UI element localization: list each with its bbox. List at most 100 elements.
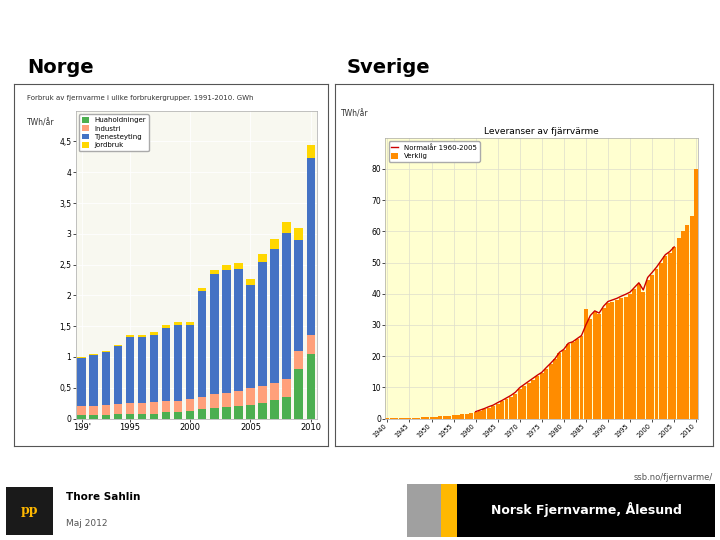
Bar bbox=[234, 406, 243, 418]
Text: pp: pp bbox=[21, 504, 38, 517]
Bar bbox=[672, 247, 676, 418]
Bar bbox=[465, 414, 469, 418]
Bar bbox=[114, 345, 122, 347]
FancyBboxPatch shape bbox=[6, 487, 53, 535]
Bar bbox=[513, 394, 517, 418]
Bar bbox=[611, 301, 614, 418]
Bar bbox=[210, 408, 218, 418]
Bar bbox=[505, 399, 508, 418]
Bar bbox=[522, 386, 526, 418]
Bar bbox=[174, 413, 182, 418]
Bar bbox=[271, 248, 279, 383]
Bar bbox=[593, 313, 597, 418]
Bar bbox=[294, 369, 303, 418]
Bar bbox=[646, 280, 649, 418]
Bar bbox=[271, 400, 279, 418]
Bar bbox=[403, 418, 407, 419]
Bar bbox=[408, 418, 411, 419]
Bar bbox=[282, 397, 291, 418]
Text: Norge: Norge bbox=[27, 58, 94, 77]
Bar bbox=[174, 322, 182, 325]
Bar bbox=[162, 413, 170, 418]
Bar bbox=[567, 343, 570, 418]
Text: Historiska leveranser av fjärrvärme: Historiska leveranser av fjärrvärme bbox=[6, 14, 312, 29]
Text: TWh/år: TWh/år bbox=[27, 118, 55, 127]
Bar bbox=[246, 279, 255, 285]
Bar bbox=[606, 303, 610, 419]
Bar bbox=[210, 270, 218, 274]
Bar bbox=[690, 215, 694, 418]
Bar bbox=[487, 408, 491, 418]
Bar bbox=[210, 274, 218, 395]
Bar bbox=[150, 402, 158, 414]
Bar bbox=[138, 403, 146, 414]
Bar bbox=[482, 409, 487, 418]
Bar bbox=[138, 335, 146, 336]
Bar bbox=[584, 309, 588, 418]
Bar bbox=[78, 406, 86, 415]
Bar bbox=[399, 418, 402, 419]
Bar bbox=[642, 292, 645, 418]
Bar bbox=[416, 417, 420, 418]
Text: Thore Sahlin: Thore Sahlin bbox=[66, 492, 140, 502]
Bar bbox=[102, 351, 110, 352]
Bar bbox=[500, 401, 504, 418]
Bar bbox=[138, 414, 146, 418]
Bar bbox=[102, 352, 110, 405]
Bar bbox=[234, 269, 243, 391]
Bar bbox=[102, 405, 110, 415]
Bar bbox=[222, 407, 230, 419]
Bar bbox=[438, 416, 442, 419]
Bar bbox=[307, 335, 315, 354]
Bar bbox=[258, 261, 266, 386]
Bar bbox=[89, 355, 98, 406]
Bar bbox=[425, 417, 429, 418]
Bar bbox=[637, 285, 641, 418]
Text: ssb.no/fjernvarme/: ssb.no/fjernvarme/ bbox=[634, 474, 713, 482]
Bar bbox=[544, 369, 548, 419]
Bar bbox=[162, 328, 170, 401]
Bar bbox=[526, 383, 531, 418]
Bar bbox=[469, 413, 473, 418]
Bar bbox=[491, 406, 495, 418]
Bar bbox=[78, 415, 86, 418]
Title: Leveranser av fjärrvärme: Leveranser av fjärrvärme bbox=[485, 126, 599, 136]
Bar bbox=[222, 265, 230, 270]
Bar bbox=[78, 358, 86, 406]
Bar bbox=[126, 414, 134, 418]
Bar bbox=[271, 239, 279, 248]
Normalår 1960-2005 bbox=[498, 397, 506, 403]
Bar bbox=[460, 414, 464, 418]
Bar bbox=[663, 256, 667, 418]
Bar bbox=[434, 417, 438, 418]
Bar bbox=[553, 359, 557, 418]
Bar bbox=[619, 299, 624, 418]
Bar bbox=[138, 336, 146, 403]
Bar bbox=[659, 262, 663, 418]
Bar bbox=[114, 414, 122, 418]
Bar bbox=[222, 270, 230, 393]
Bar bbox=[294, 351, 303, 369]
Bar bbox=[557, 353, 562, 418]
Bar bbox=[258, 386, 266, 403]
Bar bbox=[78, 357, 86, 358]
Bar bbox=[198, 288, 207, 291]
Bar bbox=[222, 393, 230, 407]
Bar bbox=[632, 289, 636, 418]
Bar bbox=[540, 373, 544, 418]
Bar bbox=[580, 336, 583, 418]
Bar bbox=[234, 391, 243, 406]
Bar bbox=[126, 335, 134, 336]
Normalår 1960-2005 bbox=[472, 408, 480, 415]
Bar bbox=[186, 411, 194, 418]
Bar bbox=[602, 308, 606, 418]
Bar bbox=[531, 380, 535, 419]
Bar bbox=[150, 335, 158, 402]
Bar bbox=[420, 417, 425, 418]
Bar bbox=[294, 240, 303, 351]
Bar bbox=[150, 414, 158, 418]
Bar bbox=[174, 401, 182, 413]
Line: Normalår 1960-2005: Normalår 1960-2005 bbox=[476, 247, 674, 411]
Bar bbox=[198, 409, 207, 418]
Bar bbox=[650, 275, 654, 418]
